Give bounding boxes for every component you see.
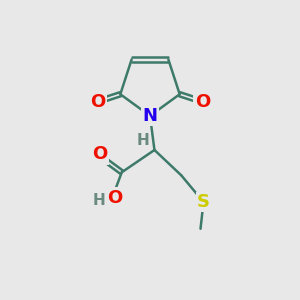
Text: S: S bbox=[197, 193, 210, 211]
Text: O: O bbox=[92, 146, 107, 164]
Text: N: N bbox=[142, 107, 158, 125]
Text: O: O bbox=[90, 93, 105, 111]
Text: O: O bbox=[195, 93, 210, 111]
Text: H: H bbox=[137, 133, 149, 148]
Text: O: O bbox=[107, 189, 122, 207]
Text: H: H bbox=[93, 193, 106, 208]
